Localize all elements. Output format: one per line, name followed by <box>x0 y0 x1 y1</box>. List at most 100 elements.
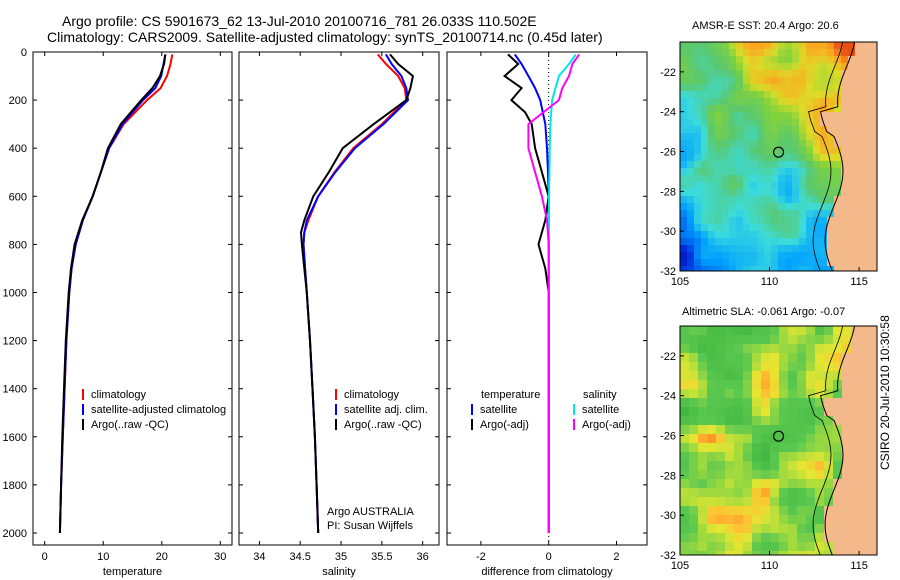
map-cell <box>694 126 701 133</box>
map-cell <box>680 344 689 353</box>
map-cell <box>834 49 841 56</box>
map-cell <box>757 49 764 56</box>
map-cell <box>806 63 813 70</box>
map-cell <box>851 551 860 555</box>
map-cell <box>815 425 824 434</box>
map-cell <box>698 353 707 362</box>
map-cell <box>716 353 725 362</box>
map-cell <box>770 389 779 398</box>
map-cell <box>851 353 860 362</box>
map-y-tick-label: -22 <box>660 351 676 363</box>
legend-header-salinity: salinity <box>583 389 617 401</box>
map-cell <box>694 210 701 217</box>
map-cell <box>869 443 877 452</box>
map-cell <box>701 161 708 168</box>
map-cell <box>833 407 842 416</box>
map-cell <box>770 488 779 497</box>
map-cell <box>757 203 764 210</box>
map-cell <box>834 133 841 140</box>
map-cell <box>687 182 694 189</box>
map-cell <box>848 245 855 252</box>
map-cell <box>725 335 734 344</box>
map-cell <box>701 266 708 271</box>
map-cell <box>750 91 757 98</box>
map-cell <box>770 371 779 380</box>
map-cell <box>841 42 848 49</box>
map-cell <box>862 133 869 140</box>
map-cell <box>715 49 722 56</box>
map-cell <box>743 91 750 98</box>
map-cell <box>785 203 792 210</box>
map-cell <box>729 196 736 203</box>
map-cell <box>722 168 729 175</box>
map-cell <box>687 42 694 49</box>
map-cell <box>689 380 698 389</box>
map-cell <box>743 245 750 252</box>
map-cell <box>785 210 792 217</box>
map-cell <box>778 217 785 224</box>
map-cell <box>752 551 761 555</box>
map-cell <box>855 91 862 98</box>
map-cell <box>680 42 687 49</box>
map-cell <box>785 245 792 252</box>
map-cell <box>827 224 834 231</box>
map-cell <box>797 344 806 353</box>
map-cell <box>833 542 842 551</box>
x-axis-label: temperature <box>103 566 162 578</box>
map-cell <box>841 259 848 266</box>
map-cell <box>842 533 851 542</box>
map-cell <box>701 224 708 231</box>
map-cell <box>813 63 820 70</box>
map-cell <box>820 224 827 231</box>
map-cell <box>824 524 833 533</box>
map-cell <box>851 335 860 344</box>
map-cell <box>792 189 799 196</box>
map-cell <box>833 479 842 488</box>
map-cell <box>851 524 860 533</box>
map-cell <box>827 49 834 56</box>
map-cell <box>750 175 757 182</box>
map-cell <box>743 335 752 344</box>
map-cell <box>833 461 842 470</box>
x-tick-label: 10 <box>97 551 109 563</box>
map-cell <box>815 470 824 479</box>
map-cell <box>799 161 806 168</box>
map-cell <box>841 154 848 161</box>
map-cell <box>716 425 725 434</box>
map-y-tick-label: -26 <box>660 431 676 443</box>
map-cell <box>715 189 722 196</box>
map-cell <box>689 524 698 533</box>
map-cell <box>701 56 708 63</box>
map-cell <box>770 407 779 416</box>
map-cell <box>764 133 771 140</box>
map-cell <box>680 389 689 398</box>
map-cell <box>869 515 877 524</box>
map-cell <box>715 224 722 231</box>
map-cell <box>698 533 707 542</box>
map-cell <box>820 77 827 84</box>
map-cell <box>820 49 827 56</box>
map-cell <box>750 112 757 119</box>
map-cell <box>815 542 824 551</box>
map-cell <box>752 416 761 425</box>
map-cell <box>743 515 752 524</box>
map-cell <box>752 335 761 344</box>
map-cell <box>752 470 761 479</box>
map-cell <box>827 140 834 147</box>
map-cell <box>716 335 725 344</box>
map-cell <box>764 140 771 147</box>
map-cell <box>813 224 820 231</box>
map-cell <box>797 425 806 434</box>
map-cell <box>860 425 869 434</box>
map-cell <box>715 77 722 84</box>
map-cell <box>862 84 869 91</box>
map-cell <box>860 542 869 551</box>
map-cell <box>743 380 752 389</box>
map-cell <box>806 461 815 470</box>
map-cell <box>701 84 708 91</box>
map-x-tick-label: 105 <box>671 276 689 288</box>
map-cell <box>788 353 797 362</box>
map-cell <box>729 84 736 91</box>
map-cell <box>779 488 788 497</box>
map-y-tick-label: -28 <box>660 470 676 482</box>
